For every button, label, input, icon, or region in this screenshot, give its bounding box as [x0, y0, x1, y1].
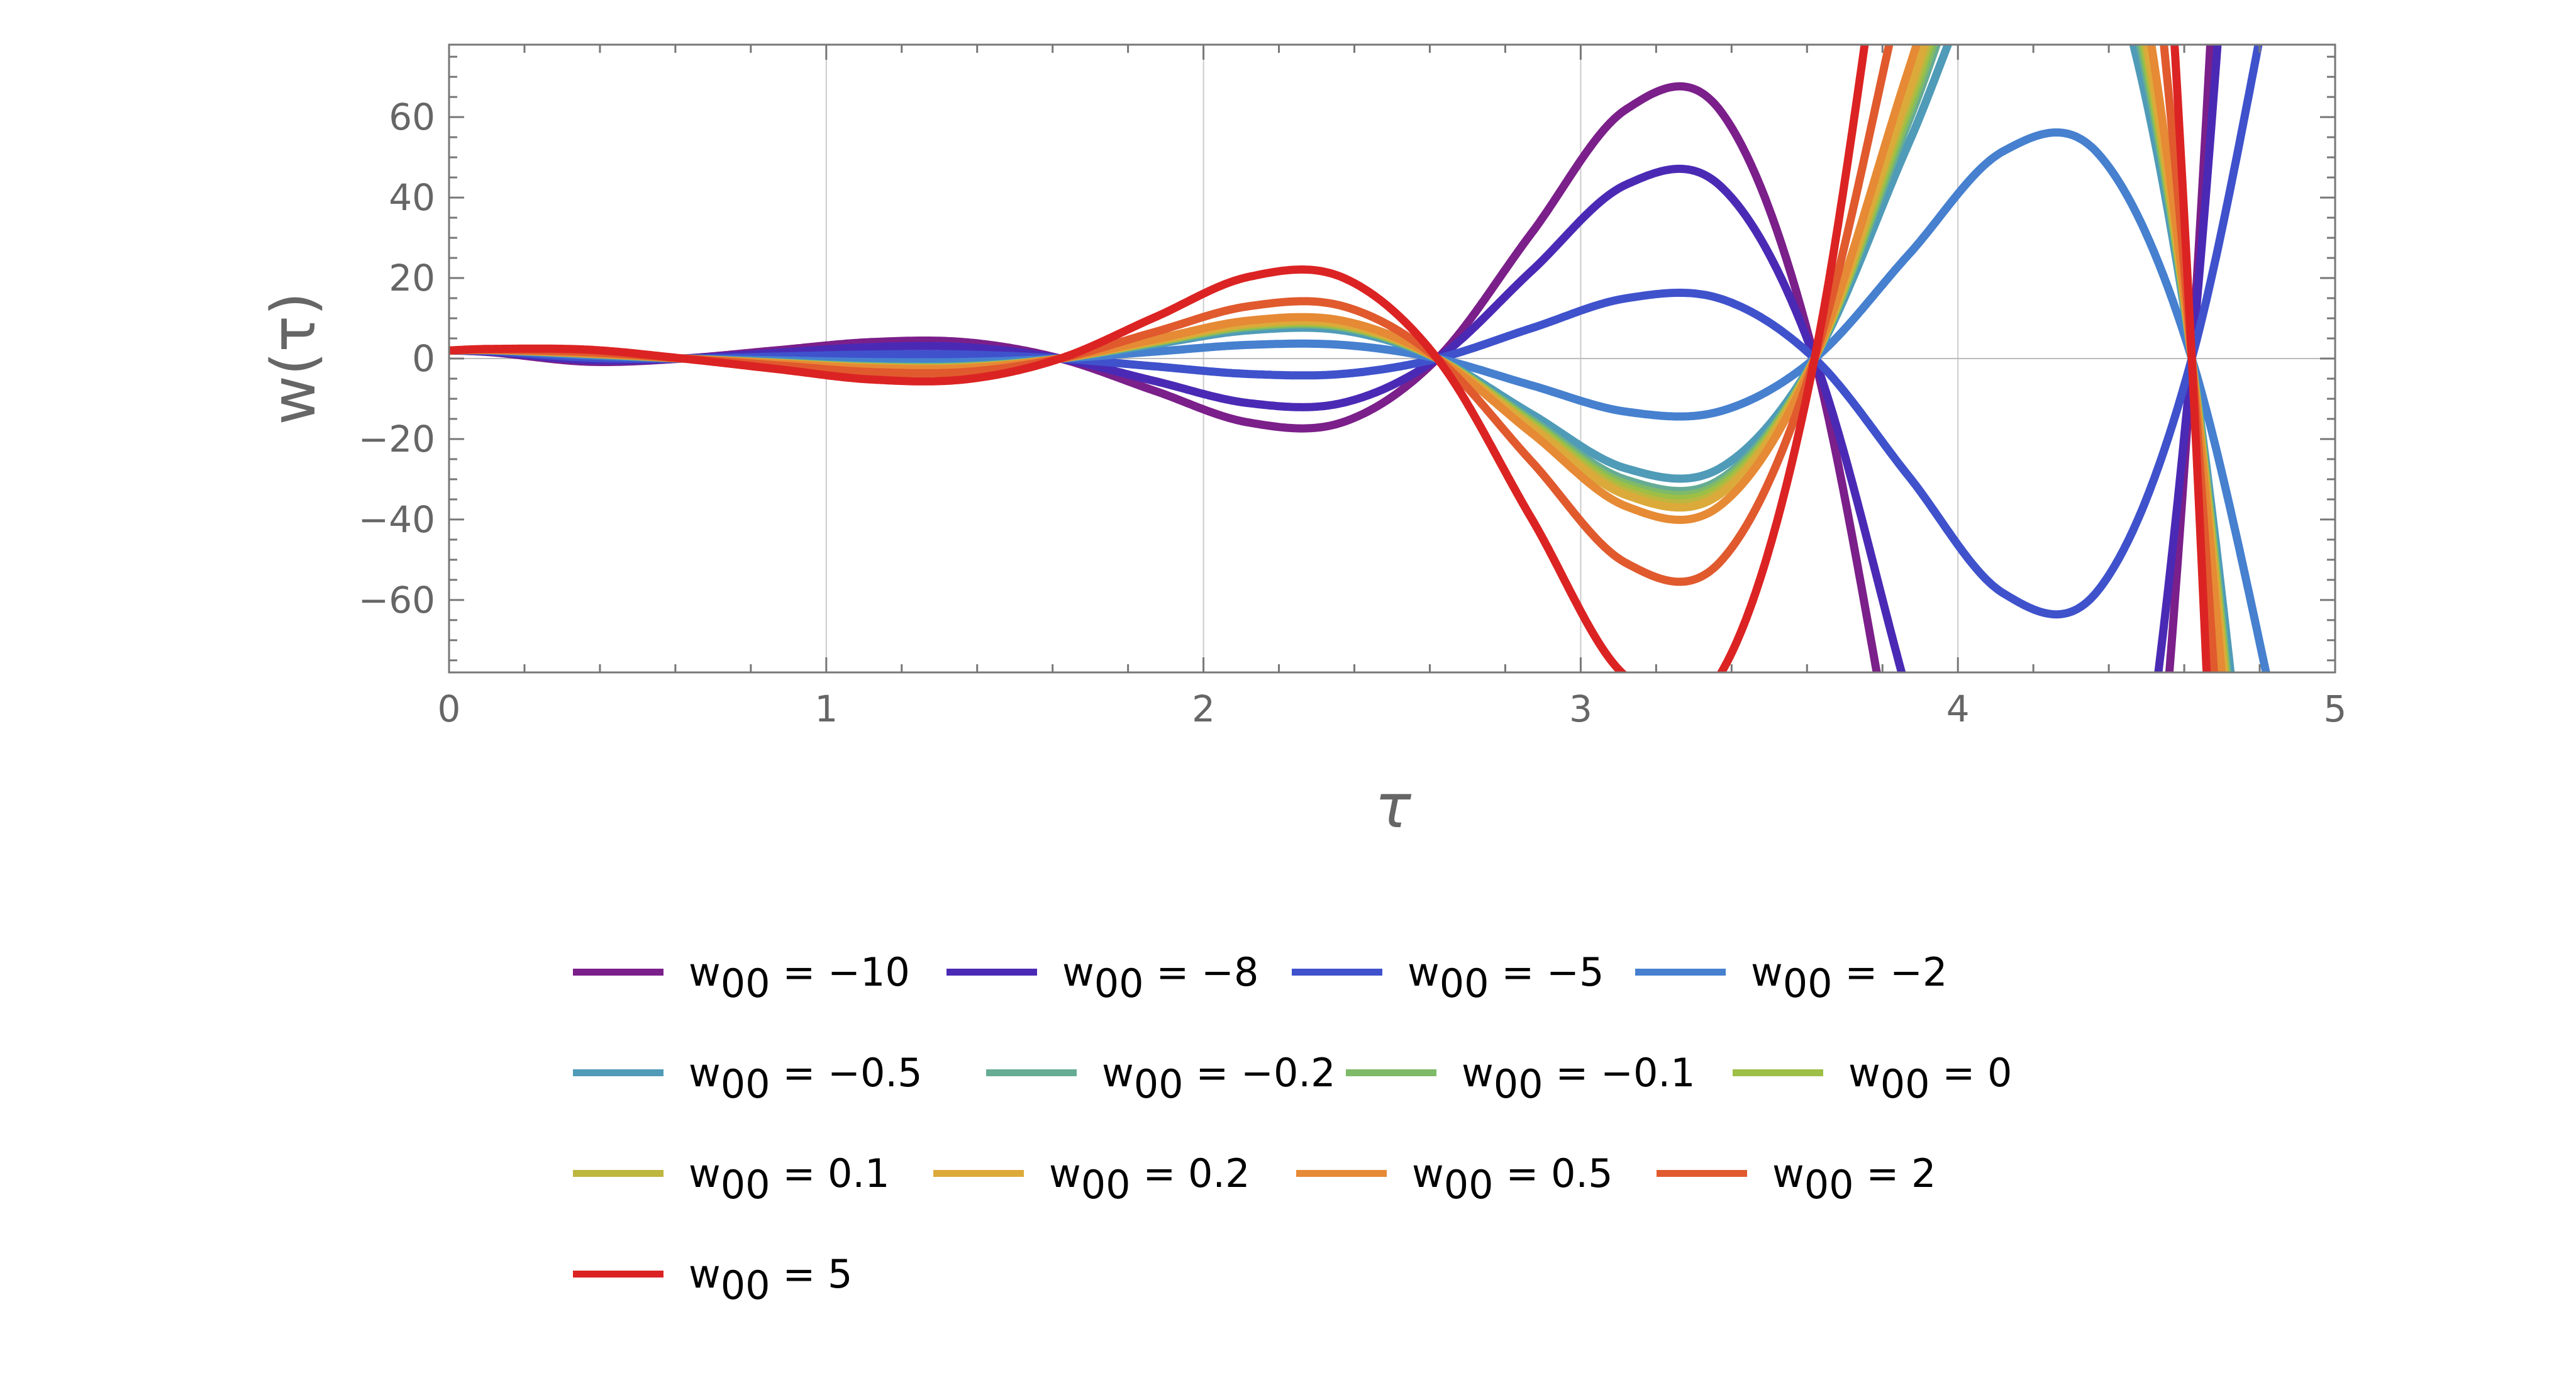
legend-label: w00 = −5: [1407, 949, 1604, 1006]
axis-ticks: [448, 45, 2336, 672]
series-layer: [449, 45, 2270, 672]
legend-item: w00 = −10: [573, 947, 910, 1006]
x-tick-label: 3: [1569, 688, 1592, 730]
legend-label: w00 = −0.2: [1102, 1049, 1336, 1107]
y-tick-label: −40: [358, 498, 435, 541]
legend-item: w00 = −8: [947, 947, 1259, 1006]
legend-item: w00 = −0.2: [986, 1047, 1336, 1107]
legend-swatch: [1635, 968, 1726, 976]
legend-label: w00 = −0.5: [689, 1049, 923, 1107]
legend-swatch: [947, 968, 1037, 976]
legend-label: w00 = −10: [689, 949, 910, 1006]
legend-swatch: [573, 1069, 663, 1076]
y-tick-label: 60: [389, 96, 435, 138]
series-line: [449, 45, 2211, 672]
legend-label: w00 = 0: [1848, 1049, 2012, 1107]
y-tick-label: 20: [389, 257, 435, 299]
legend-item: w00 = −0.1: [1346, 1047, 1696, 1107]
legend-label: w00 = 5: [689, 1250, 853, 1308]
legend-item: w00 = −0.5: [573, 1047, 923, 1107]
legend-swatch: [986, 1069, 1077, 1076]
series-line: [449, 45, 2263, 619]
legend-swatch: [1292, 968, 1382, 976]
y-tick-label: −60: [358, 579, 435, 621]
y-tick-label: −20: [358, 418, 435, 460]
legend-swatch: [1657, 1169, 1747, 1177]
legend-item: w00 = 0: [1733, 1047, 2012, 1107]
y-tick-label: 0: [412, 337, 435, 380]
legend-label: w00 = 2: [1772, 1150, 1936, 1208]
y-axis-title: w(τ): [258, 292, 329, 425]
legend-swatch: [933, 1169, 1024, 1177]
x-tick-label: 1: [814, 688, 838, 730]
legend-item: w00 = 5: [573, 1249, 853, 1308]
legend-swatch: [1733, 1069, 1823, 1076]
x-tick-label: 2: [1192, 688, 1215, 730]
legend-item: w00 = −2: [1635, 947, 1948, 1006]
legend-item: w00 = 0.5: [1296, 1148, 1613, 1208]
legend-swatch: [1296, 1169, 1387, 1177]
legend-label: w00 = −2: [1751, 949, 1948, 1006]
legend-item: w00 = 2: [1657, 1148, 1936, 1208]
legend-label: w00 = −8: [1062, 949, 1259, 1006]
legend-label: w00 = −0.1: [1462, 1049, 1696, 1107]
legend-item: w00 = 0.2: [933, 1148, 1250, 1208]
legend-item: w00 = −5: [1292, 947, 1604, 1006]
legend-item: w00 = 0.1: [573, 1148, 890, 1208]
legend-swatch: [573, 968, 663, 976]
x-axis-title: τ: [1375, 771, 1412, 842]
legend-swatch: [573, 1169, 663, 1177]
x-tick-label: 5: [2324, 688, 2347, 730]
legend-swatch: [573, 1270, 663, 1278]
legend-label: w00 = 0.1: [689, 1150, 890, 1208]
x-tick-labels: 0 1 2 3 4 5: [438, 688, 2347, 730]
legend-swatch: [1346, 1069, 1436, 1076]
y-tick-label: 40: [389, 176, 435, 219]
y-tick-labels: 60 40 20 0 −20 −40 −60: [358, 96, 435, 621]
x-tick-label: 4: [1946, 688, 1970, 730]
x-tick-label: 0: [438, 688, 461, 730]
legend-label: w00 = 0.2: [1049, 1150, 1250, 1208]
legend-label: w00 = 0.5: [1412, 1150, 1613, 1208]
